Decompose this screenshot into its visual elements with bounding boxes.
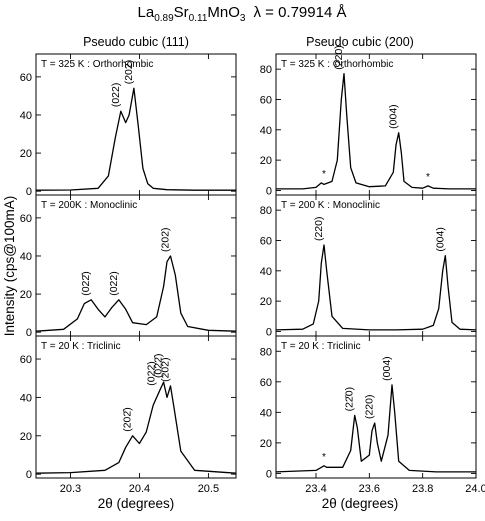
y-tick-label: 0: [26, 469, 32, 481]
peak-label: (022): [146, 361, 158, 386]
peak-label: (202): [123, 60, 135, 85]
x-axis-label-left: 2θ (degrees): [98, 496, 175, 511]
x-tick-label: 23.8: [412, 483, 433, 495]
y-tick-label: 40: [20, 251, 32, 263]
impurity-marker: *: [322, 169, 326, 180]
peak-label: (22̄0): [344, 387, 356, 412]
phase-label: T = 200K : Monoclinic: [41, 200, 137, 211]
y-tick-label: 80: [260, 346, 272, 358]
diffraction-trace-5: [275, 384, 476, 473]
peak-label: (022̄): [153, 354, 165, 379]
y-tick-label: 0: [26, 186, 32, 198]
phase-label: T = 20 K : Triclinic: [41, 341, 121, 352]
peak-label: (202̄): [122, 407, 134, 432]
x-tick-label: 20.4: [129, 483, 150, 495]
y-tick-label: 0: [266, 326, 272, 338]
y-tick-label: 60: [20, 72, 32, 84]
panel-frame-3: [275, 53, 477, 196]
diffraction-trace-3: [276, 73, 476, 190]
title-wavelength: λ = 0.79914 Å: [253, 4, 346, 21]
y-tick-label: 20: [260, 296, 272, 308]
peak-label: (022): [110, 83, 122, 108]
peak-label: (022̄): [80, 271, 92, 296]
y-axis-label: Intensity (cps@100mA): [2, 196, 17, 337]
diffraction-trace-4: [275, 244, 477, 331]
y-tick-label: 60: [20, 354, 32, 366]
peak-label: (022): [108, 271, 120, 296]
impurity-marker: *: [322, 452, 326, 463]
diffraction-trace-2: [35, 381, 237, 474]
y-tick-label: 0: [266, 468, 272, 480]
y-tick-label: 40: [260, 266, 272, 278]
peak-label: (004): [388, 104, 400, 129]
x-axis-label-right: 2θ (degrees): [322, 496, 399, 511]
phase-label: T = 325 K : Orthorhombic: [281, 59, 393, 70]
y-tick-label: 60: [20, 213, 32, 225]
phase-label: T = 20 K : Triclinic: [281, 341, 361, 352]
x-tick-label: 24.0: [465, 483, 485, 495]
y-tick-label: 40: [260, 125, 272, 137]
title-formula-sr: Sr: [174, 4, 189, 21]
diffraction-trace-0: [35, 87, 236, 191]
chart-title: La0.89Sr0.11MnO3 λ = 0.79914 Å: [138, 4, 347, 24]
title-formula-mno: MnO: [207, 4, 240, 21]
y-tick-label: 80: [260, 64, 272, 76]
y-tick-label: 20: [20, 148, 32, 160]
y-tick-label: 60: [260, 377, 272, 389]
peak-label: (004): [381, 356, 393, 381]
y-tick-label: 20: [20, 431, 32, 443]
title-formula-la: La: [138, 4, 155, 21]
y-tick-label: 60: [260, 235, 272, 247]
phase-label: T = 200 K : Monoclinic: [281, 200, 380, 211]
title-formula-sub1: 0.89: [154, 13, 174, 24]
y-tick-label: 60: [260, 94, 272, 106]
column-title-111: Pseudo cubic (111): [83, 35, 189, 49]
peak-label: (220): [364, 395, 376, 420]
peak-label: (004): [434, 227, 446, 252]
panel-frame-1: [35, 194, 237, 337]
peak-label: (202): [159, 357, 171, 382]
y-tick-label: 20: [20, 289, 32, 301]
y-tick-label: 20: [260, 155, 272, 167]
x-tick-label: 23.4: [305, 483, 326, 495]
y-tick-label: 0: [26, 327, 32, 339]
impurity-marker: *: [426, 172, 430, 183]
y-tick-label: 0: [266, 185, 272, 197]
title-formula-sub3: 3: [240, 13, 246, 24]
diffraction-trace-1: [35, 255, 237, 332]
x-tick-label: 23.6: [359, 483, 380, 495]
panel-frame-0: [35, 53, 237, 196]
title-formula-sub2: 0.11: [189, 13, 208, 24]
y-tick-label: 80: [260, 205, 272, 217]
panel-frame-5: [275, 335, 477, 479]
panel-frame-2: [35, 335, 237, 479]
x-tick-label: 20.5: [198, 483, 219, 495]
y-tick-label: 40: [260, 407, 272, 419]
y-tick-label: 40: [20, 110, 32, 122]
x-tick-label: 20.3: [60, 483, 81, 495]
peak-label: (220): [333, 45, 345, 70]
peak-label: (220): [313, 217, 325, 242]
column-title-200: Pseudo cubic (200): [306, 35, 414, 49]
y-tick-label: 20: [260, 438, 272, 450]
phase-label: T = 325 K : Orthorhombic: [41, 59, 153, 70]
y-tick-label: 40: [20, 392, 32, 404]
peak-label: (202): [159, 227, 171, 252]
